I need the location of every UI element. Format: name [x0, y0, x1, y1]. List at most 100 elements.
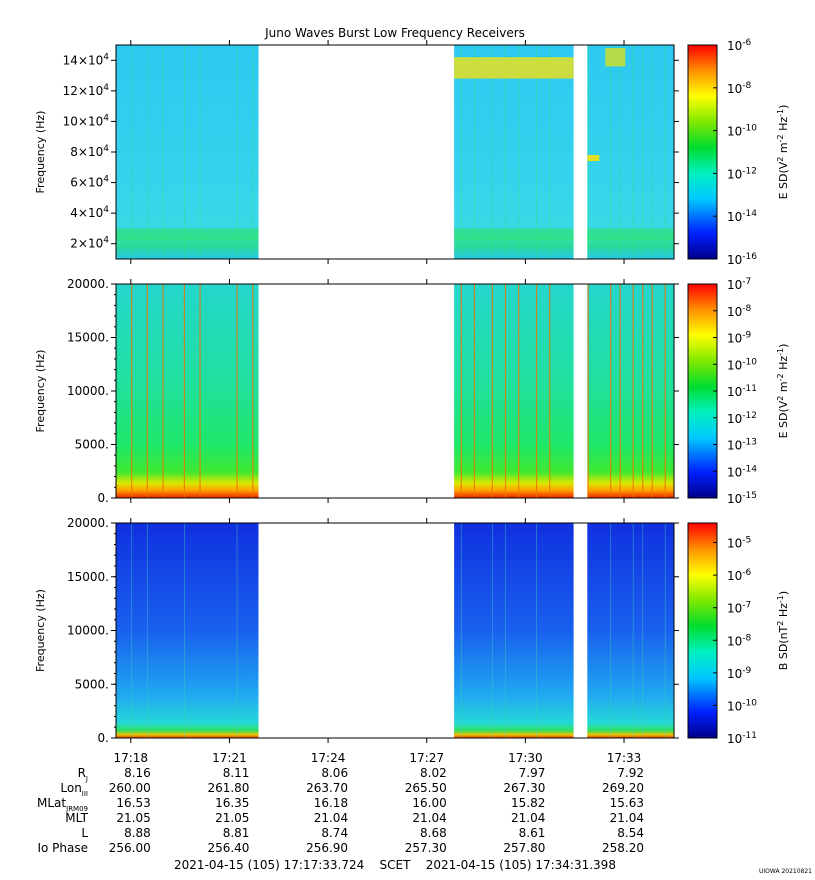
colorbar-tick-label: 10-16	[727, 252, 757, 267]
credit-stamp: UIOWA 20210821	[759, 868, 812, 875]
colorbar-tick-label: 10-9	[727, 666, 752, 681]
y-tick-label: 20000.	[67, 277, 109, 291]
panel-3-ylabel: Frequency (Hz)	[34, 589, 47, 672]
colorbar-tick-label: 10-11	[727, 384, 757, 399]
y-tick-label: 15000.	[67, 570, 109, 584]
ephemeris-value: 257.30	[405, 841, 447, 855]
y-tick-label: 15000.	[67, 331, 109, 345]
ephemeris-value: 8.06	[321, 766, 348, 780]
colorbar-tick-label: 10-14	[727, 209, 757, 224]
colorbar-tick-label: 10-8	[727, 633, 752, 648]
ephemeris-value: 260.00	[109, 781, 151, 795]
ephemeris-value: 21.05	[116, 811, 150, 825]
spectrogram-block-1	[116, 284, 259, 498]
emission-band-low	[454, 228, 574, 241]
ephemeris-value: 21.04	[314, 811, 348, 825]
ephemeris-value: 256.90	[306, 841, 348, 855]
spectrogram-block-3	[587, 45, 674, 259]
colorbar-tick-label: 10-13	[727, 438, 757, 453]
panel-2-colorbar-ticks: 10-7 10-8 10-9 10-10 10-11 10-12 10-13 10-14 10-…	[713, 277, 757, 506]
ephemeris-value: 8.11	[223, 766, 250, 780]
colorbar-tick-label: 10-12	[727, 166, 757, 181]
colorbar-tick-label: 10-12	[727, 411, 757, 426]
y-tick-label: 2×104	[70, 236, 109, 251]
ephemeris-row-label: Io Phase	[37, 841, 88, 855]
emission-features	[116, 45, 674, 259]
panel-2-colorbar-label: E SD(V2 m-2 Hz-1)	[776, 344, 790, 439]
ephemeris-value: 8.54	[617, 826, 644, 840]
ephemeris-value: 15.82	[511, 796, 545, 810]
ephemeris-value: 8.02	[420, 766, 447, 780]
panel-1-colorbar	[687, 44, 718, 260]
ephemeris-row-label: MLatJRM09	[37, 796, 88, 813]
y-tick-label: 5000.	[75, 438, 109, 452]
colorbar-tick-label: 10-10	[727, 124, 757, 139]
colorbar-tick-label: 10-14	[727, 464, 757, 479]
chart-title: Juno Waves Burst Low Frequency Receivers	[264, 26, 525, 40]
colorbar-tick-label: 10-7	[727, 277, 751, 292]
spectrogram-block-2	[454, 523, 574, 738]
panel-2-axes: 0. 5000. 10000. 15000. 20000.	[67, 277, 679, 505]
colorbar-tick-label: 10-5	[727, 536, 751, 551]
emission-band-high	[454, 57, 574, 79]
ephemeris-value: 265.50	[405, 781, 447, 795]
colorbar-tick-label: 10-6	[727, 568, 752, 583]
spectrogram-block-2	[454, 284, 574, 498]
colorbar-tick-label: 10-9	[727, 331, 752, 346]
y-tick-label: 12×104	[63, 83, 110, 98]
panel-1-colorbar-label: E SD(V2 m-2 Hz-1)	[776, 105, 790, 200]
emission-features	[131, 284, 666, 498]
y-tick-label: 14×104	[63, 52, 110, 67]
ephemeris-value: 21.04	[511, 811, 545, 825]
panel-3-magnetic-field: 0. 5000. 10000. 15000. 20000. Frequency (Hz)…	[34, 516, 790, 746]
colorbar-tick-label: 10-10	[727, 357, 757, 372]
ephemeris-value: 15.63	[610, 796, 644, 810]
panel-3-colorbar-label: B SD(nT2 Hz-1)	[776, 591, 790, 670]
colorbar-tick-label: 10-8	[727, 304, 752, 319]
y-tick-label: 0.	[98, 731, 109, 745]
y-tick-label: 10000.	[67, 624, 109, 638]
ephemeris-row-label: LonIII	[60, 781, 88, 798]
time-tick-label: 17:30	[508, 751, 543, 765]
ephemeris-value: 7.97	[519, 766, 546, 780]
ephemeris-value: 258.20	[602, 841, 644, 855]
ephemeris-value: 256.40	[207, 841, 249, 855]
ephemeris-value: 257.80	[503, 841, 545, 855]
time-tick-label: 17:27	[409, 751, 444, 765]
y-tick-label: 20000.	[67, 516, 109, 530]
spectrogram-layer	[116, 523, 674, 738]
ephemeris-table: RJ 8.16 8.11 8.06 8.02 7.97 7.92 LonIII 260.00 26…	[37, 766, 644, 855]
panel-1-axes: 2×104 4×104 6×104 8×104 10×104 12×104 14×104	[63, 40, 679, 264]
emission-spot	[587, 155, 600, 162]
ephemeris-value: 8.74	[321, 826, 348, 840]
ephemeris-value: 16.18	[314, 796, 348, 810]
colorbar-tick-label: 10-10	[727, 698, 757, 713]
y-tick-label: 10000.	[67, 384, 109, 398]
colorbar-tick-label: 10-8	[727, 81, 752, 96]
panel-2-colorbar	[687, 283, 718, 499]
ephemeris-value: 267.30	[503, 781, 545, 795]
spectrogram-block-1	[116, 523, 259, 738]
emission-band-low	[116, 228, 259, 241]
y-tick-label: 5000.	[75, 677, 109, 691]
time-tick-label: 17:33	[607, 751, 642, 765]
ephemeris-value: 261.80	[207, 781, 249, 795]
colorbar-tick-label: 10-15	[727, 491, 757, 506]
spectrogram-block-3	[587, 523, 674, 738]
colorbar-tick-label: 10-7	[727, 601, 751, 616]
time-axis-labels: 17:18 17:21 17:24 17:27 17:30 17:33	[113, 751, 641, 765]
ephemeris-value: 21.04	[610, 811, 644, 825]
colorbar-tick-label: 10-6	[727, 38, 752, 53]
panel-3-colorbar	[687, 522, 718, 739]
time-tick-label: 17:24	[311, 751, 346, 765]
panel-1-high-frequency-e-field: 2×104 4×104 6×104 8×104 10×104 12×104 14×104 F…	[34, 38, 790, 267]
spectrogram-block-1	[116, 45, 259, 259]
ephemeris-row-label: MLT	[65, 811, 88, 825]
spectrogram-block-3	[587, 284, 674, 498]
ephemeris-value: 8.16	[124, 766, 151, 780]
ephemeris-value: 16.35	[215, 796, 249, 810]
ephemeris-row-label: RJ	[78, 766, 88, 783]
time-range-footer: 2021-04-15 (105) 17:17:33.724 SCET 2021-…	[174, 858, 616, 872]
ephemeris-value: 263.70	[306, 781, 348, 795]
